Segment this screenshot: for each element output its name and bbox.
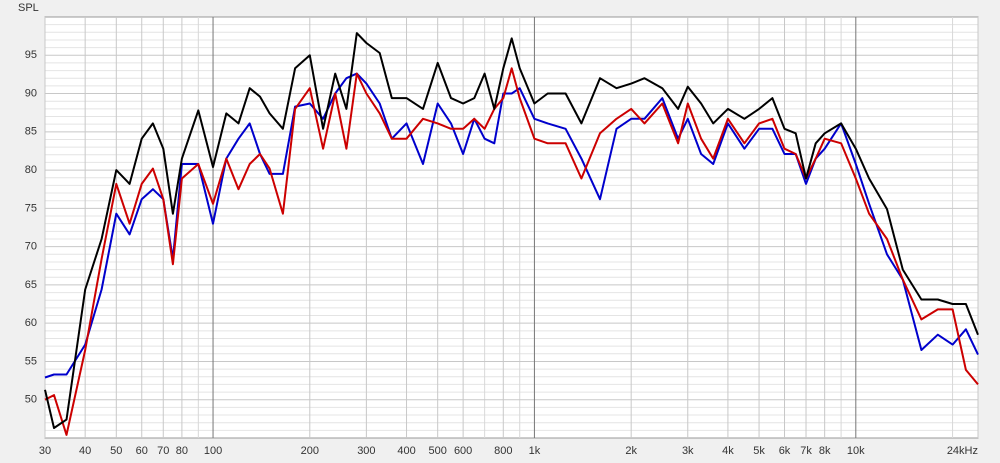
x-tick-label: 6k <box>779 445 791 457</box>
x-tick-label: 1k <box>529 445 541 457</box>
x-tick-label: 50 <box>110 445 122 457</box>
x-tick-label: 500 <box>429 445 447 457</box>
x-tick-label: 100 <box>204 445 222 457</box>
x-tick-label: 70 <box>157 445 169 457</box>
x-tick-label: 7k <box>800 445 812 457</box>
y-axis-label: SPL <box>18 2 39 14</box>
x-tick-label: 400 <box>397 445 415 457</box>
spl-line <box>44 32 979 429</box>
y-tick-label: 95 <box>25 49 37 61</box>
x-tick-label: 10k <box>847 445 865 457</box>
y-tick-label: 90 <box>25 87 37 99</box>
y-tick-label: 65 <box>25 279 37 291</box>
x-tick-label: 30 <box>39 445 51 457</box>
spl-line <box>44 72 979 379</box>
x-tick-label: 60 <box>136 445 148 457</box>
plot-area <box>44 16 979 439</box>
x-tick-label: 3k <box>682 445 694 457</box>
x-tick-label: 8k <box>819 445 831 457</box>
x-tick-label: 4k <box>722 445 734 457</box>
y-tick-label: 55 <box>25 355 37 367</box>
y-tick-label: 50 <box>25 394 37 406</box>
x-tick-label: 2k <box>625 445 637 457</box>
x-tick-label: 600 <box>454 445 472 457</box>
y-tick-label: 75 <box>25 202 37 214</box>
x-tick-label: 200 <box>301 445 319 457</box>
x-tick-label: 300 <box>357 445 375 457</box>
x-tick-label: 800 <box>494 445 512 457</box>
y-tick-label: 70 <box>25 241 37 253</box>
y-tick-label: 80 <box>25 164 37 176</box>
y-tick-label: 60 <box>25 317 37 329</box>
x-tick-label: 24kHz <box>947 445 978 457</box>
x-tick-label: 80 <box>176 445 188 457</box>
x-tick-label: 40 <box>79 445 91 457</box>
y-tick-label: 85 <box>25 126 37 138</box>
x-tick-label: 5k <box>753 445 765 457</box>
